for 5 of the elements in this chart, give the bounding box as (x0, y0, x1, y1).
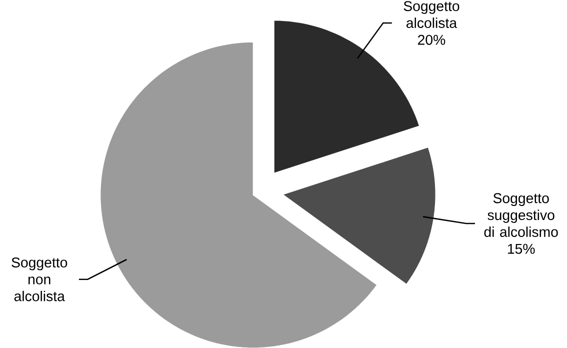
slice-label: Soggetto suggestivo di alcolismo (484, 192, 558, 237)
slice-label: Soggetto non alcolista (12, 257, 68, 302)
data-label: 20% (418, 34, 446, 45)
slice-label: Soggetto alcolista (404, 0, 460, 28)
data-label: 15% (508, 244, 535, 254)
